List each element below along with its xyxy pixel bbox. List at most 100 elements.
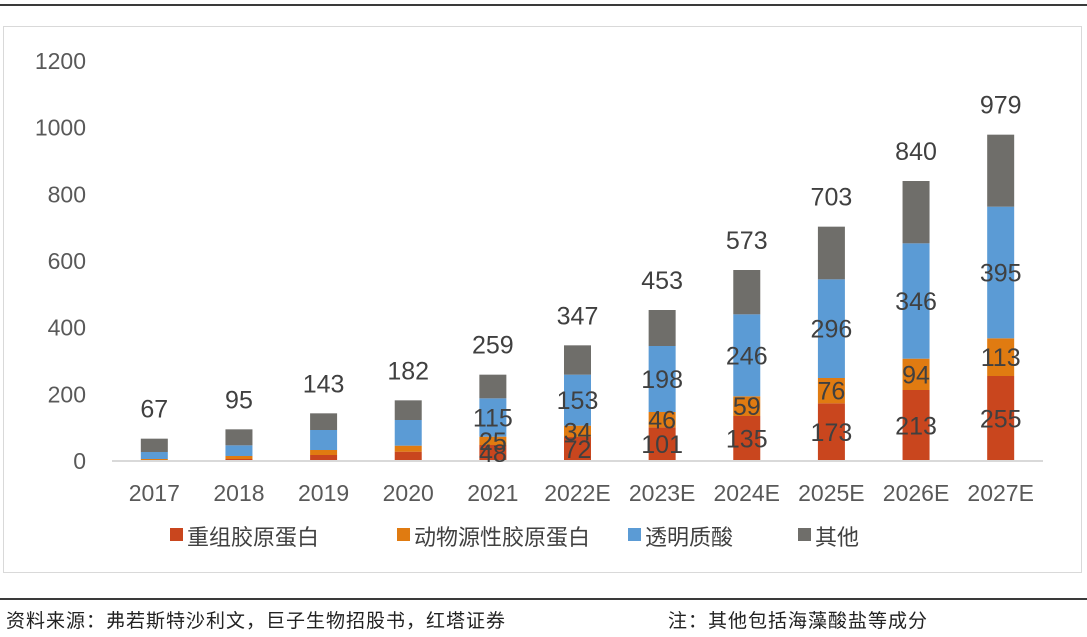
top-rule xyxy=(0,4,1087,6)
total-value-label: 95 xyxy=(225,386,253,414)
x-tick-label: 2017 xyxy=(129,480,180,506)
x-tick-label: 2018 xyxy=(213,480,264,506)
legend-label: 重组胶原蛋白 xyxy=(187,526,319,551)
legend-label: 动物源性胶原蛋白 xyxy=(414,526,590,551)
segment-value-label: 34 xyxy=(564,418,592,446)
x-tick-label: 2020 xyxy=(383,480,434,506)
bar-segment xyxy=(564,437,591,461)
bar-segment xyxy=(902,243,930,359)
stacked-bar-chart: 0 200 400 600 800 1000 1200 2017 2018 2019 2020 20… xyxy=(35,48,1043,551)
segment-value-label: 346 xyxy=(895,288,937,316)
bar-segment xyxy=(648,310,676,346)
y-tick-label: 200 xyxy=(48,381,86,407)
bar-segment xyxy=(564,425,591,437)
total-value-label: 979 xyxy=(980,92,1022,120)
x-tick-label: 2021 xyxy=(467,480,518,506)
y-tick-label: 800 xyxy=(48,181,86,207)
bar-segment xyxy=(394,451,422,461)
bar-segment xyxy=(987,206,1015,339)
bar-segment xyxy=(225,445,253,456)
segment-value-label: 72 xyxy=(564,436,592,464)
legend-swatch xyxy=(397,528,410,541)
bar-segment xyxy=(140,459,168,461)
bar-segment xyxy=(902,390,930,461)
legend-label: 透明质酸 xyxy=(645,526,733,551)
segment-value-label: 246 xyxy=(726,342,768,370)
legend-swatch xyxy=(798,528,811,541)
segment-value-label: 395 xyxy=(980,260,1022,288)
x-axis: 2017 2018 2019 2020 2021 2022E 2023E 2024E 2025E… xyxy=(129,480,1034,506)
x-tick-label: 2025E xyxy=(798,480,865,506)
x-tick-label: 2019 xyxy=(298,480,349,506)
segment-value-label: 135 xyxy=(726,426,768,454)
bar-segment xyxy=(817,403,845,461)
total-value-label: 840 xyxy=(895,138,937,166)
total-value-label: 703 xyxy=(811,184,853,212)
bar-segment xyxy=(140,452,168,459)
legend-swatch xyxy=(170,528,183,541)
bar-segment xyxy=(310,413,338,430)
x-tick-label: 2024E xyxy=(714,480,781,506)
bottom-rule xyxy=(0,598,1087,600)
bar-segment xyxy=(648,427,676,461)
segment-value-label: 46 xyxy=(648,407,676,435)
segment-value-label: 296 xyxy=(811,316,853,344)
y-tick-label: 1000 xyxy=(35,115,86,141)
bar-segment xyxy=(733,314,761,397)
bar-segment xyxy=(564,374,591,426)
bar-segment xyxy=(648,346,676,412)
legend-label: 其他 xyxy=(815,526,859,551)
bar-segment xyxy=(310,455,338,461)
segment-value-label: 94 xyxy=(902,361,930,389)
total-value-label: 67 xyxy=(140,396,168,424)
segment-value-label: 198 xyxy=(641,366,683,394)
bar-segment xyxy=(733,270,761,315)
source-note: 资料来源：弗若斯特沙利文，巨子生物招股书，红塔证券 xyxy=(6,610,507,632)
bar-segment xyxy=(648,412,676,428)
segment-value-label: 153 xyxy=(557,387,599,415)
total-value-label: 259 xyxy=(472,332,514,360)
footnote: 注：其他包括海藻酸盐等成分 xyxy=(668,610,929,632)
segment-value-label: 113 xyxy=(981,344,1021,372)
bar-segment xyxy=(225,429,253,446)
total-value-label: 573 xyxy=(726,227,768,255)
y-tick-label: 600 xyxy=(48,248,86,274)
bar-segment xyxy=(733,416,761,461)
y-tick-label: 400 xyxy=(48,315,86,341)
segment-value-label: 76 xyxy=(818,378,846,406)
total-value-label: 453 xyxy=(641,267,683,295)
chart-frame xyxy=(3,26,1082,573)
legend: 重组胶原蛋白 动物源性胶原蛋白 透明质酸 其他 xyxy=(170,526,859,551)
bar-segment xyxy=(394,420,422,446)
legend-swatch xyxy=(628,528,641,541)
bar-segment xyxy=(902,358,930,390)
x-tick-label: 2027E xyxy=(967,480,1034,506)
bar-segment xyxy=(479,436,507,445)
bar-segment xyxy=(479,445,507,461)
segment-value-label: 59 xyxy=(733,393,761,421)
total-value-label: 182 xyxy=(387,357,429,385)
bar-segment xyxy=(817,378,845,404)
bar-segment xyxy=(987,376,1015,461)
segment-value-label: 115 xyxy=(473,405,513,433)
segment-value-label: 25 xyxy=(479,428,507,456)
segment-value-label: 213 xyxy=(895,413,937,441)
segment-value-label: 173 xyxy=(811,419,853,447)
bar-segment xyxy=(394,445,422,452)
bar-segment xyxy=(564,345,591,375)
bar-segment xyxy=(479,398,507,437)
bar-segment xyxy=(987,134,1015,207)
bars xyxy=(140,134,1015,461)
bar-segment xyxy=(987,338,1015,376)
bar-segment xyxy=(479,374,507,399)
y-tick-label: 0 xyxy=(73,448,86,474)
total-value-label: 143 xyxy=(303,370,345,398)
total-labels: 67 95 143 182 259 347 453 573 703 840 979 xyxy=(140,92,1021,424)
bar-segment xyxy=(394,400,422,420)
total-value-label: 347 xyxy=(557,302,599,330)
bar-segment xyxy=(310,450,338,455)
x-tick-label: 2022E xyxy=(544,480,611,506)
y-tick-label: 1200 xyxy=(35,48,86,74)
x-tick-label: 2026E xyxy=(883,480,950,506)
